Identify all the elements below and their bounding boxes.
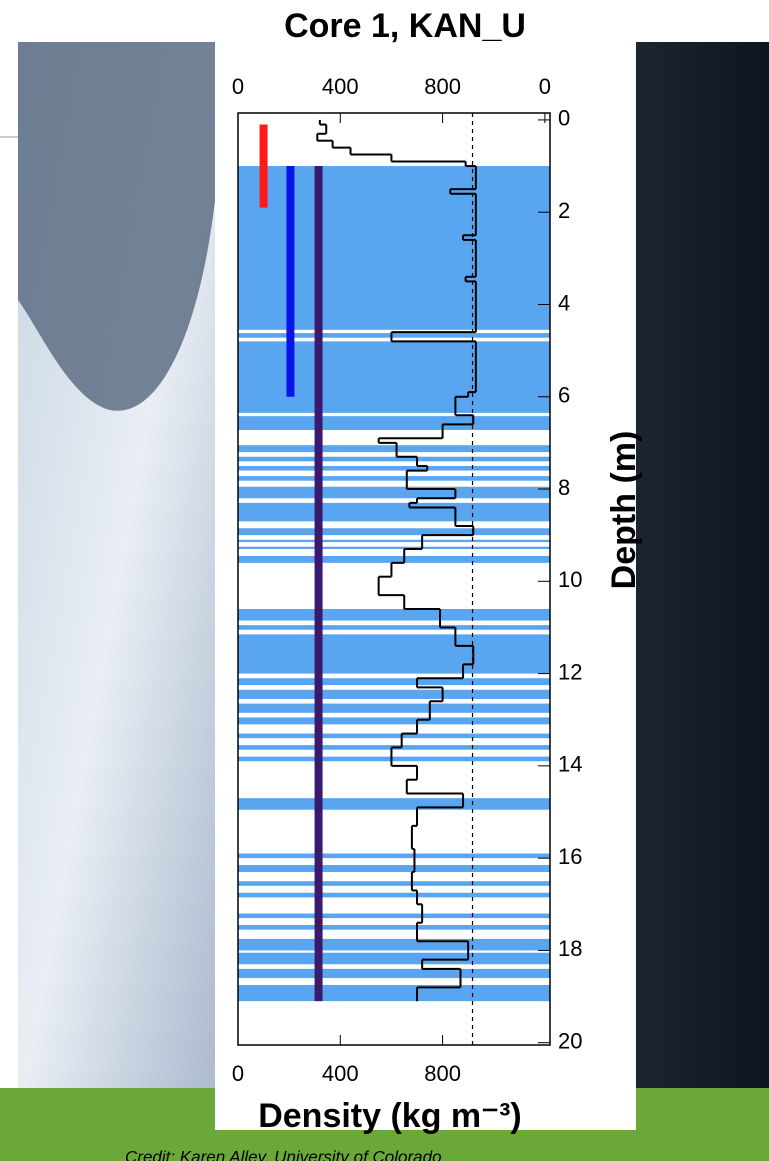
ice-layer <box>238 528 550 536</box>
ice-layer <box>238 625 550 630</box>
y-axis-label: Depth (m) <box>605 431 643 590</box>
ice-layer <box>238 865 550 872</box>
ice-layer <box>238 465 550 471</box>
ice-layer <box>238 938 550 951</box>
x-axis-label: Density (kg m⁻³) <box>258 1097 522 1135</box>
ice-layer <box>238 952 550 965</box>
ice-layer <box>238 892 550 898</box>
x2-tick-label: 0 <box>232 74 244 99</box>
ice-layer <box>238 634 550 674</box>
x2-tick-label: 800 <box>424 74 461 99</box>
ice-layer <box>238 913 550 919</box>
chart-title: Core 1, KAN_U <box>284 7 526 45</box>
y-tick-label: 2 <box>558 198 570 223</box>
ice-layer <box>238 456 550 462</box>
ice-layer <box>238 608 550 621</box>
x2-tick-label: 400 <box>322 74 359 99</box>
y-tick-label: 12 <box>558 659 582 684</box>
photo-shadow <box>18 42 215 411</box>
ice-layer <box>238 445 550 453</box>
y-tick-label: 0 <box>558 106 570 131</box>
ice-layer <box>238 717 550 725</box>
ice-layer <box>238 756 550 762</box>
ice-layer <box>238 853 550 859</box>
plot-frame <box>237 112 551 1046</box>
y-tick-label: 16 <box>558 844 582 869</box>
y-tick-label: 8 <box>558 475 570 500</box>
dark-photo <box>630 42 769 1132</box>
x-tick-label: 400 <box>322 1061 359 1086</box>
y-tick-label: 6 <box>558 383 570 408</box>
y-tick-label: 20 <box>558 1029 582 1054</box>
ice-layer <box>238 416 550 430</box>
credit: Credit: Karen Alley, University of Color… <box>125 1147 442 1161</box>
ice-layer <box>238 486 550 499</box>
ice-layer <box>238 678 550 686</box>
ice-layer <box>238 985 550 1002</box>
y-tick-label: 14 <box>558 752 582 777</box>
ice-layer <box>238 689 550 699</box>
y-tick-label: 10 <box>558 567 582 592</box>
ice-layer <box>238 881 550 886</box>
x-tick-label: 800 <box>424 1061 461 1086</box>
y-tick-label: 18 <box>558 936 582 961</box>
x2-tick-label: 0 <box>539 74 551 99</box>
ice-layer <box>238 798 550 810</box>
ice-layer <box>238 539 550 543</box>
ice-layer <box>238 502 550 522</box>
ice-layer <box>238 476 550 481</box>
ice-layer <box>238 341 550 413</box>
x-tick-label: 0 <box>232 1061 244 1086</box>
ice-layer <box>238 166 550 330</box>
y-tick-label: 4 <box>558 290 570 315</box>
ice-layer <box>238 968 550 979</box>
ice-layer <box>238 555 550 563</box>
ice-layer <box>238 703 550 713</box>
ice-layer <box>238 925 550 930</box>
ice-layer <box>238 333 550 338</box>
ice-layer <box>238 733 550 739</box>
ice-layer <box>238 546 550 550</box>
